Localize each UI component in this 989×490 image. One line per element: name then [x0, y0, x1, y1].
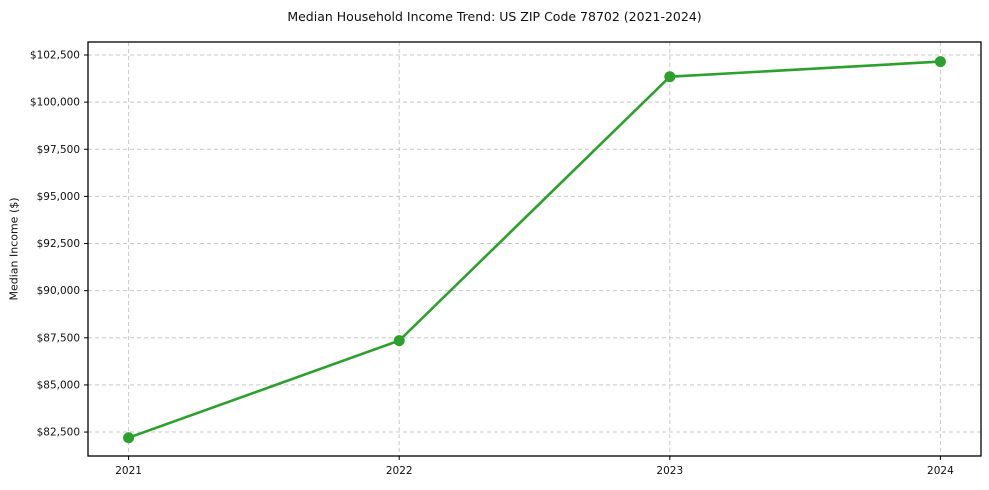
y-tick-label: $82,500 [37, 427, 80, 439]
y-tick-label: $90,000 [37, 285, 80, 297]
chart-title: Median Household Income Trend: US ZIP Co… [287, 9, 702, 24]
y-tick-label: $100,000 [30, 97, 80, 109]
x-tick-label: 2022 [386, 465, 413, 477]
y-tick-label: $95,000 [37, 191, 80, 203]
plot-frame [87, 41, 982, 457]
x-tick-label: 2023 [656, 465, 683, 477]
y-tick-label: $85,000 [37, 379, 80, 391]
data-point-2024 [934, 56, 946, 68]
data-point-2021 [123, 432, 135, 444]
x-tick-label: 2024 [927, 465, 954, 477]
y-tick-label: $87,500 [37, 332, 80, 344]
data-point-2023 [664, 71, 676, 83]
y-tick-label: $97,500 [37, 144, 80, 156]
data-point-2022 [393, 335, 405, 347]
y-tick-label: $102,500 [30, 50, 80, 62]
y-tick-label: $92,500 [37, 238, 80, 250]
trend-line [127, 60, 942, 440]
x-tick-label: 2021 [115, 465, 142, 477]
